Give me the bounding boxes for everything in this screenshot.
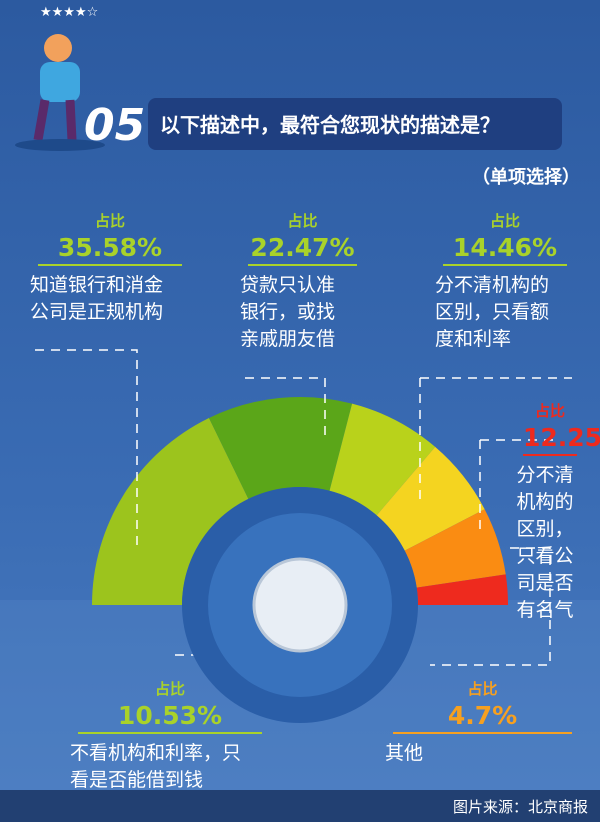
shadow — [15, 139, 105, 151]
value-label: 22.47% — [248, 233, 357, 266]
share-label: 占比 — [154, 680, 185, 698]
share-label: 占比 — [489, 212, 520, 230]
share-label: 占比 — [94, 212, 125, 230]
person-legs — [33, 99, 77, 141]
gauge-segment — [329, 403, 436, 516]
subtitle: （单项选择） — [472, 166, 580, 188]
value-label: 4.7% — [393, 701, 572, 734]
footer-bar — [0, 790, 600, 822]
category-label: 分不清机构的区别，只看公司是否有名气 — [516, 464, 574, 621]
source: 图片来源：北京商报 — [453, 798, 588, 816]
category-label: 不看机构和利率，只看是否能借到钱 — [70, 742, 242, 791]
title: 以下描述中，最符合您现状的描述是？ — [160, 113, 500, 137]
value-label: 35.58% — [38, 233, 182, 266]
gauge-segment — [208, 397, 353, 499]
label-block: 占比 35.58% 知道银行和消金公司是正规机构 — [30, 210, 190, 326]
value-label: 12.25% — [523, 423, 600, 456]
gauge-segment — [376, 446, 485, 551]
label-block: 占比 14.46% 分不清机构的区别，只看额度和利率 — [435, 210, 575, 353]
category-label: 贷款只认准银行，或找亲戚朋友借 — [240, 274, 336, 350]
share-label: 占比 — [467, 680, 498, 698]
gauge-segment — [416, 574, 508, 605]
value-label: 10.53% — [78, 701, 262, 734]
category-label: 分不清机构的区别，只看额度和利率 — [435, 274, 550, 350]
label-block: 占比 12.25% 分不清机构的区别，只看公司是否有名气 — [515, 400, 600, 624]
question-number: 05 — [84, 100, 145, 151]
center-ball — [252, 557, 348, 653]
stars: ★★★★☆ — [40, 5, 98, 20]
value-label: 14.46% — [443, 233, 567, 266]
category-label: 知道银行和消金公司是正规机构 — [30, 274, 164, 323]
category-label: 其他 — [385, 742, 424, 764]
person-body — [40, 62, 80, 102]
label-block: 占比 10.53% 不看机构和利率，只看是否能借到钱 — [70, 678, 270, 794]
title-bar — [148, 98, 562, 150]
gauge-segment — [92, 417, 249, 605]
share-label: 占比 — [534, 402, 565, 420]
person-head — [44, 34, 72, 62]
share-label: 占比 — [287, 212, 318, 230]
label-block: 占比 4.7% 其他 — [385, 678, 580, 767]
label-block: 占比 22.47% 贷款只认准银行，或找亲戚朋友借 — [240, 210, 365, 353]
